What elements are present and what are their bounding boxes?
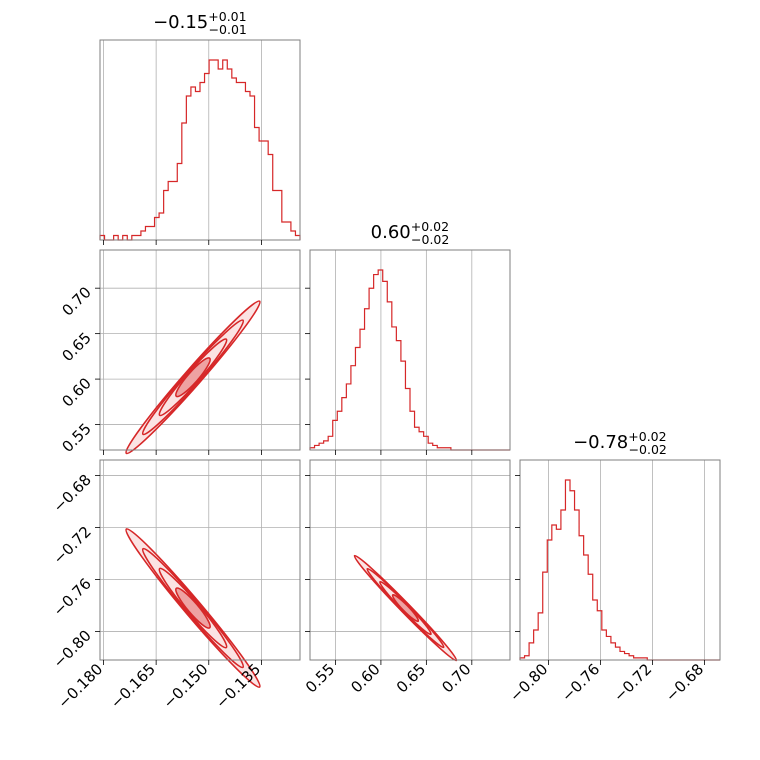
histogram-0 (99, 59, 301, 241)
panel-2-0: −0.180 −0.165 −0.150 −0.135−0.80−0.76−0.72−… (50, 459, 301, 712)
y-tick-label: 0.60 (58, 374, 94, 410)
y-tick-label: 0.70 (58, 283, 94, 319)
density-contours (125, 528, 261, 688)
x-tick-label: −0.68 (662, 660, 707, 705)
x-tick-label: 0.60 (347, 660, 383, 696)
x-tick-label: −0.72 (610, 660, 655, 705)
x-tick-label: −0.76 (558, 660, 603, 705)
y-tick-label: 0.55 (58, 420, 94, 456)
grid-lines (548, 460, 705, 660)
panel-title-1: 0.60+0.02 −0.02 (371, 219, 450, 247)
x-tick-label: −0.80 (506, 660, 551, 705)
y-tick-label: 0.65 (58, 329, 94, 365)
panel-0-0: −0.15+0.01 −0.01 (99, 9, 301, 245)
x-tick-label: −0.165 (107, 660, 159, 712)
panel-1-1: 0.60+0.02 −0.02 (305, 219, 511, 455)
panel-2-1: 0.55 0.60 0.65 0.70 (302, 459, 511, 696)
x-tick-label: 0.55 (302, 660, 338, 696)
grid-lines (310, 460, 510, 660)
y-tick-label: −0.72 (50, 523, 95, 568)
panel-title-2: −0.78+0.02 −0.02 (573, 429, 667, 457)
x-tick-label: 0.70 (438, 660, 474, 696)
x-tick-label: −0.150 (160, 660, 212, 712)
grid-lines (335, 250, 473, 450)
panel-2-2: −0.78+0.02 −0.02 −0.80 −0.76 −0.72 −0.68 (506, 429, 721, 705)
x-tick-label: 0.65 (393, 660, 429, 696)
y-tick-label: −0.68 (50, 471, 95, 516)
panel-title-0: −0.15+0.01 −0.01 (153, 9, 247, 37)
panel-1-0: 0.55 0.60 0.65 0.70 (58, 249, 301, 456)
density-contours (125, 300, 261, 455)
y-tick-label: −0.76 (50, 575, 95, 620)
